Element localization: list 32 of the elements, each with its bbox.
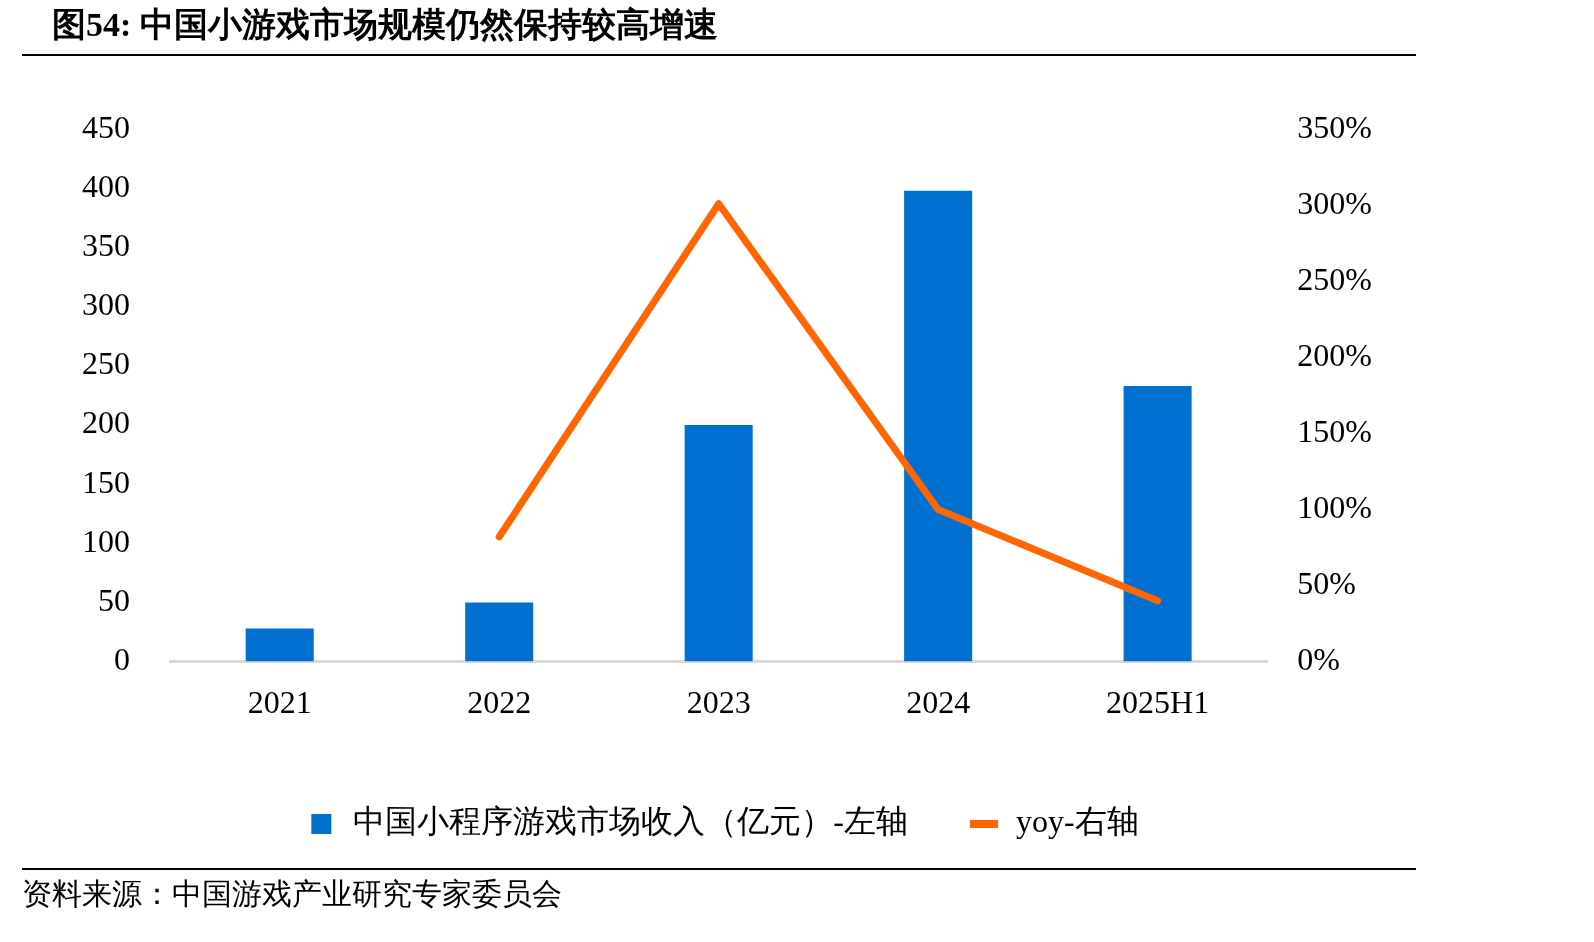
y-tick-label: 0 [114,641,130,678]
y2-tick-label: 250% [1297,260,1372,297]
y-tick-label: 100 [82,522,130,559]
y-tick-label: 150 [82,463,130,500]
legend-label: yoy-右轴 [1016,803,1139,840]
y-tick-label: 200 [82,404,130,441]
bar [465,602,534,662]
y-tick-label: 300 [82,286,130,323]
y2-tick-label: 300% [1297,184,1372,221]
y2-tick-label: 0% [1297,641,1340,678]
y-tick-label: 450 [82,108,130,145]
text: 资料来源：中国游戏产业研究专家委员会 [22,876,562,912]
x-tick-label: 2021 [247,684,312,721]
bar [245,628,314,662]
chart-title: 图54: 中国小游戏市场规模仍然保持较高增速 [52,5,718,45]
y2-tick-label: 50% [1297,564,1356,601]
legend-label: 中国小程序游戏市场收入（亿元）-左轴 [353,803,908,840]
x-tick-label: 2025H1 [1106,684,1210,721]
y2-tick-label: 350% [1297,108,1372,145]
x-tick-label: 2023 [686,684,751,721]
x-tick-label: 2024 [906,684,971,721]
y-tick-label: 350 [82,226,130,263]
y-tick-label: 400 [82,167,130,204]
y2-tick-label: 200% [1297,336,1372,373]
x-tick-label: 2022 [467,684,532,721]
y2-tick-label: 100% [1297,488,1372,525]
bar [1123,385,1192,662]
bar [904,190,973,662]
bar [684,424,753,662]
y2-tick-label: 150% [1297,412,1372,449]
y-tick-label: 250 [82,345,130,382]
y-tick-label: 50 [98,581,130,618]
